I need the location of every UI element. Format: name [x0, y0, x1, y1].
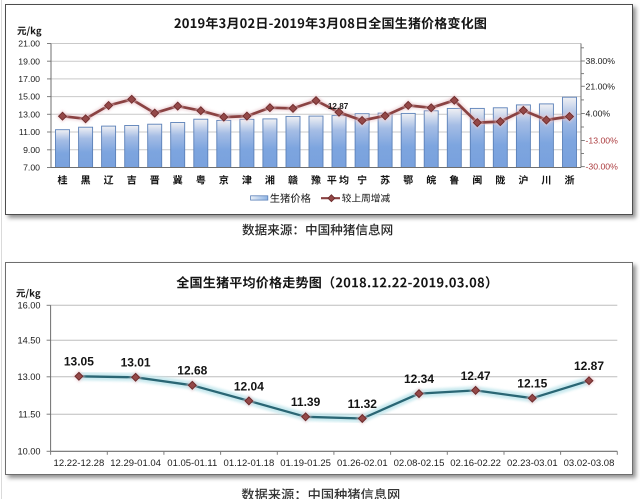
svg-text:12.34: 12.34: [404, 372, 434, 386]
svg-text:13.00: 13.00: [18, 109, 40, 119]
svg-text:12.87: 12.87: [574, 359, 604, 373]
svg-text:11.50: 11.50: [18, 409, 40, 419]
svg-text:12.15: 12.15: [517, 377, 547, 391]
svg-text:21.00%: 21.00%: [586, 81, 616, 91]
svg-text:16.00: 16.00: [18, 301, 41, 311]
svg-text:-13.00%: -13.00%: [586, 136, 619, 146]
svg-text:-30.00%: -30.00%: [586, 162, 619, 172]
svg-text:14.50: 14.50: [18, 335, 41, 345]
svg-text:9.00: 9.00: [23, 145, 40, 155]
svg-text:19.00: 19.00: [18, 56, 40, 66]
svg-text:17.00: 17.00: [18, 74, 40, 84]
svg-text:12.87: 12.87: [328, 102, 349, 111]
svg-text:03.02-03.08: 03.02-03.08: [564, 458, 615, 469]
svg-text:12.04: 12.04: [234, 379, 264, 393]
svg-text:13.05: 13.05: [64, 355, 94, 369]
svg-text:4.00%: 4.00%: [586, 109, 611, 119]
svg-text:12.22-12.28: 12.22-12.28: [54, 458, 105, 469]
svg-text:12.47: 12.47: [461, 369, 491, 383]
svg-text:12.68: 12.68: [177, 364, 207, 378]
svg-text:21.00: 21.00: [18, 39, 40, 49]
svg-text:01.05-01.11: 01.05-01.11: [167, 458, 217, 469]
svg-text:13.01: 13.01: [121, 356, 151, 370]
svg-text:02.08-02.15: 02.08-02.15: [394, 458, 445, 469]
svg-text:01.26-02.01: 01.26-02.01: [337, 458, 388, 469]
svg-text:12.29-01.04: 12.29-01.04: [110, 458, 161, 469]
svg-text:11.39: 11.39: [291, 395, 321, 409]
svg-text:01.19-01.25: 01.19-01.25: [280, 458, 331, 469]
svg-text:02.16-02.22: 02.16-02.22: [450, 458, 501, 469]
svg-text:13.00: 13.00: [18, 372, 41, 382]
svg-text:10.00: 10.00: [18, 447, 41, 457]
svg-text:11.00: 11.00: [19, 127, 40, 137]
svg-text:02.23-03.01: 02.23-03.01: [507, 458, 558, 469]
svg-text:7.00: 7.00: [23, 163, 40, 173]
svg-text:15.00: 15.00: [18, 92, 40, 102]
svg-text:38.00%: 38.00%: [586, 56, 616, 66]
svg-text:11.32: 11.32: [348, 397, 378, 411]
svg-text:01.12-01.18: 01.12-01.18: [224, 458, 275, 469]
